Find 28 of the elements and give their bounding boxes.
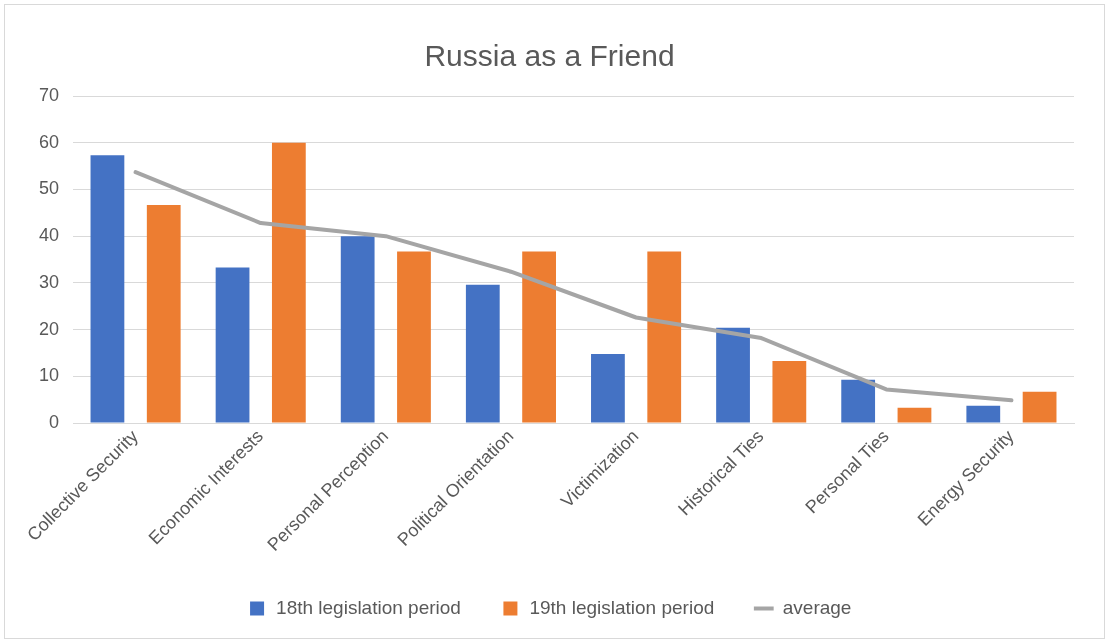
y-tick-label: 50 — [38, 178, 60, 199]
y-tick-label: 30 — [38, 271, 60, 292]
y-tick-label: 70 — [38, 84, 60, 105]
y-tick-label: 10 — [38, 365, 60, 386]
bar — [215, 267, 250, 423]
bar — [522, 251, 556, 423]
bar — [591, 353, 625, 423]
y-tick-label: 20 — [38, 318, 60, 339]
bar — [647, 251, 682, 423]
bar — [966, 405, 1001, 423]
bar — [1022, 391, 1057, 423]
legend-label: 19th legislation period — [529, 596, 715, 618]
bar — [146, 204, 181, 423]
legend-label: average — [782, 596, 852, 618]
bar — [397, 251, 431, 423]
bar — [465, 284, 500, 423]
bar — [841, 379, 876, 423]
bar — [772, 360, 807, 423]
bar — [90, 155, 125, 423]
y-tick-label: 0 — [49, 412, 60, 433]
bar — [271, 142, 306, 423]
bar — [897, 407, 932, 423]
bar — [716, 327, 750, 423]
legend-label: 18th legislation period — [276, 596, 461, 618]
bar — [340, 236, 375, 423]
chart-title: Russia as a Friend — [424, 39, 675, 73]
y-tick-label: 60 — [38, 131, 60, 152]
y-tick-label: 40 — [38, 225, 60, 246]
